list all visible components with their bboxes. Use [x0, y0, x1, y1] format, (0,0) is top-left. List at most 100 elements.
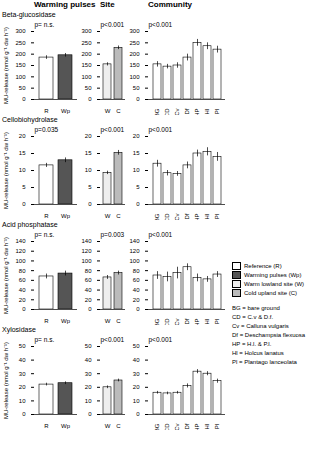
svg-text:5: 5: [88, 184, 92, 190]
svg-text:300: 300: [15, 28, 26, 34]
svg-text:Df: Df: [184, 108, 190, 114]
svg-text:0: 0: [22, 306, 26, 312]
svg-text:R: R: [44, 213, 49, 219]
svg-text:15: 15: [133, 150, 140, 156]
svg-text:60: 60: [85, 277, 92, 283]
svg-text:0: 0: [136, 96, 140, 102]
svg-text:MU-release (nmol g⁻¹ dw h⁻¹): MU-release (nmol g⁻¹ dw h⁻¹): [3, 27, 9, 104]
svg-text:120: 120: [15, 248, 26, 254]
svg-text:140: 140: [15, 238, 26, 244]
svg-text:300: 300: [129, 28, 140, 34]
svg-text:Cv: Cv: [174, 319, 180, 326]
svg-text:HP: HP: [194, 319, 200, 326]
svg-text:10: 10: [19, 398, 26, 404]
svg-text:HI: HI: [204, 423, 210, 429]
svg-text:CD: CD: [164, 213, 170, 220]
svg-text:0: 0: [22, 96, 26, 102]
svg-text:100: 100: [15, 258, 26, 264]
svg-text:R: R: [44, 423, 49, 429]
svg-text:200: 200: [15, 51, 26, 57]
svg-text:p= n.s.: p= n.s.: [35, 231, 55, 239]
svg-text:p<0.001: p<0.001: [149, 21, 173, 29]
svg-text:140: 140: [81, 238, 92, 244]
svg-text:HI: HI: [204, 108, 210, 114]
svg-text:CD: CD: [164, 423, 170, 430]
svg-text:80: 80: [19, 268, 26, 274]
svg-text:40: 40: [133, 287, 140, 293]
svg-text:R: R: [44, 318, 49, 324]
svg-text:Cv: Cv: [174, 214, 180, 221]
svg-text:p<0.001: p<0.001: [149, 336, 173, 344]
svg-text:10: 10: [133, 398, 140, 404]
svg-text:100: 100: [81, 258, 92, 264]
svg-text:250: 250: [81, 40, 92, 46]
svg-text:100: 100: [81, 74, 92, 80]
svg-text:80: 80: [133, 268, 140, 274]
svg-text:p<0.001: p<0.001: [101, 126, 125, 134]
svg-text:0: 0: [88, 411, 92, 417]
svg-text:20: 20: [85, 384, 92, 390]
svg-text:15: 15: [85, 150, 92, 156]
svg-text:BG: BG: [154, 213, 160, 220]
svg-text:C: C: [116, 423, 121, 429]
svg-text:250: 250: [129, 40, 140, 46]
svg-text:Wp: Wp: [61, 318, 71, 324]
svg-text:BG: BG: [154, 108, 160, 115]
svg-text:Wp: Wp: [61, 108, 71, 114]
svg-text:p= n.s.: p= n.s.: [35, 336, 55, 344]
svg-text:80: 80: [85, 268, 92, 274]
svg-text:p<0.001: p<0.001: [149, 231, 173, 239]
svg-text:p=0.003: p=0.003: [101, 231, 125, 239]
svg-text:20: 20: [85, 297, 92, 303]
svg-text:10: 10: [19, 167, 26, 173]
svg-text:5: 5: [136, 184, 140, 190]
svg-text:BG: BG: [154, 423, 160, 430]
svg-text:W: W: [105, 318, 111, 324]
svg-text:40: 40: [133, 357, 140, 363]
svg-text:150: 150: [129, 62, 140, 68]
svg-text:30: 30: [85, 371, 92, 377]
svg-text:150: 150: [15, 62, 26, 68]
svg-text:PI: PI: [214, 213, 220, 219]
svg-text:300: 300: [81, 28, 92, 34]
svg-text:0: 0: [22, 201, 26, 207]
svg-text:0: 0: [136, 306, 140, 312]
svg-text:0: 0: [88, 96, 92, 102]
svg-text:200: 200: [81, 51, 92, 57]
svg-text:HP: HP: [194, 109, 200, 116]
svg-text:20: 20: [133, 297, 140, 303]
svg-text:C: C: [116, 318, 121, 324]
svg-text:0: 0: [22, 411, 26, 417]
svg-text:50: 50: [133, 343, 140, 349]
svg-text:W: W: [105, 108, 111, 114]
svg-text:Cv: Cv: [174, 109, 180, 116]
svg-text:40: 40: [85, 357, 92, 363]
svg-text:20: 20: [19, 297, 26, 303]
svg-text:R: R: [44, 108, 49, 114]
svg-text:0: 0: [136, 201, 140, 207]
svg-text:p<0.001: p<0.001: [149, 126, 173, 134]
svg-text:0: 0: [88, 306, 92, 312]
svg-text:PI: PI: [214, 423, 220, 429]
svg-text:Wp: Wp: [61, 423, 71, 429]
svg-text:Df: Df: [184, 423, 190, 429]
svg-text:250: 250: [15, 40, 26, 46]
svg-text:50: 50: [19, 343, 26, 349]
svg-text:20: 20: [19, 133, 26, 139]
svg-text:120: 120: [81, 248, 92, 254]
svg-text:W: W: [105, 423, 111, 429]
svg-text:50: 50: [133, 85, 140, 91]
svg-text:Cv: Cv: [174, 424, 180, 431]
svg-text:0: 0: [88, 201, 92, 207]
svg-text:MU-release (nmol g⁻¹ dw h⁻¹): MU-release (nmol g⁻¹ dw h⁻¹): [3, 237, 9, 314]
svg-text:BG: BG: [154, 318, 160, 325]
svg-text:CD: CD: [164, 318, 170, 325]
svg-text:PI: PI: [214, 318, 220, 324]
svg-text:120: 120: [129, 248, 140, 254]
svg-text:50: 50: [85, 343, 92, 349]
svg-text:60: 60: [133, 277, 140, 283]
svg-text:50: 50: [19, 85, 26, 91]
svg-text:40: 40: [19, 357, 26, 363]
svg-text:p= n.s.: p= n.s.: [35, 21, 55, 29]
svg-text:p<0.001: p<0.001: [101, 21, 125, 29]
